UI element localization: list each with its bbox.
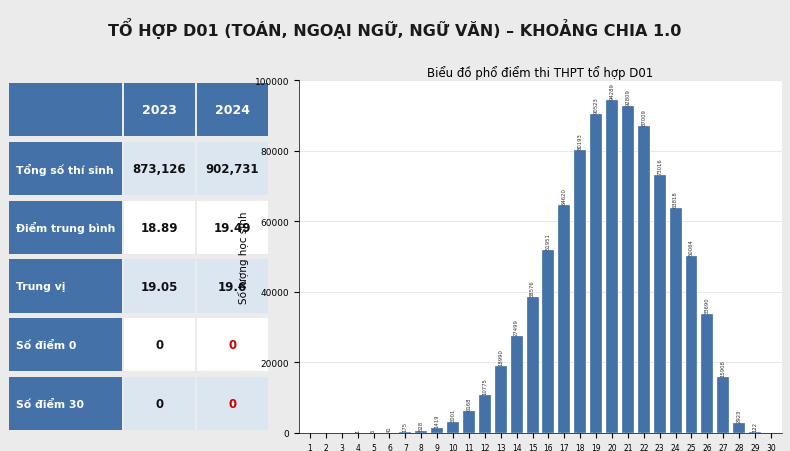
- FancyBboxPatch shape: [9, 260, 122, 313]
- Bar: [495, 366, 506, 433]
- Text: 19.49: 19.49: [214, 221, 251, 234]
- Bar: [559, 206, 570, 433]
- Bar: [717, 377, 729, 433]
- Text: 64620: 64620: [562, 188, 567, 205]
- FancyBboxPatch shape: [9, 377, 122, 430]
- Text: 873,126: 873,126: [133, 163, 186, 175]
- Text: 2923: 2923: [737, 408, 742, 422]
- Bar: [638, 127, 649, 433]
- Text: TỔ HỢP D01 (TOÁN, NGOẠI NGỮ, NGỮ VĂN) – KHOẢNG CHIA 1.0: TỔ HỢP D01 (TOÁN, NGOẠI NGỮ, NGỮ VĂN) – …: [108, 18, 682, 39]
- Bar: [543, 250, 555, 433]
- Text: 33690: 33690: [705, 297, 710, 313]
- FancyBboxPatch shape: [9, 318, 122, 372]
- Text: 10775: 10775: [483, 377, 487, 394]
- Text: 3001: 3001: [450, 408, 456, 421]
- Bar: [654, 176, 666, 433]
- FancyBboxPatch shape: [198, 143, 268, 196]
- Text: 0: 0: [156, 397, 164, 410]
- Text: 27499: 27499: [514, 318, 519, 335]
- Text: 0: 0: [228, 339, 236, 351]
- Bar: [574, 151, 586, 433]
- Bar: [463, 411, 475, 433]
- Bar: [590, 115, 602, 433]
- Text: 2023: 2023: [142, 104, 177, 117]
- FancyBboxPatch shape: [124, 377, 194, 430]
- FancyBboxPatch shape: [124, 260, 194, 313]
- Text: 6: 6: [371, 428, 376, 432]
- Bar: [431, 428, 443, 433]
- Bar: [670, 208, 682, 433]
- Text: Điểm trung bình: Điểm trung bình: [16, 222, 115, 234]
- Bar: [479, 395, 491, 433]
- Text: 18990: 18990: [498, 348, 503, 365]
- Text: 0: 0: [156, 339, 164, 351]
- Text: Trung vị: Trung vị: [16, 281, 65, 291]
- Text: 19.6: 19.6: [218, 280, 247, 293]
- FancyBboxPatch shape: [124, 318, 194, 372]
- Bar: [622, 106, 634, 433]
- Bar: [416, 431, 427, 433]
- Bar: [702, 314, 713, 433]
- Text: 1: 1: [356, 428, 360, 432]
- FancyBboxPatch shape: [9, 143, 122, 196]
- Text: Số điểm 0: Số điểm 0: [16, 340, 76, 350]
- Text: 87009: 87009: [641, 109, 646, 126]
- FancyBboxPatch shape: [198, 84, 268, 137]
- Text: 94289: 94289: [610, 83, 615, 100]
- Text: 528: 528: [419, 420, 423, 430]
- FancyBboxPatch shape: [198, 377, 268, 430]
- Text: 6168: 6168: [466, 397, 472, 410]
- Text: Tổng số thí sinh: Tổng số thí sinh: [16, 163, 114, 175]
- FancyBboxPatch shape: [9, 84, 122, 137]
- Text: 1419: 1419: [435, 414, 440, 427]
- Text: 0: 0: [228, 397, 236, 410]
- Text: 902,731: 902,731: [205, 163, 259, 175]
- Bar: [686, 257, 698, 433]
- Text: 50064: 50064: [689, 239, 694, 256]
- Text: Số điểm 30: Số điểm 30: [16, 399, 84, 409]
- FancyBboxPatch shape: [198, 318, 268, 372]
- FancyBboxPatch shape: [198, 260, 268, 313]
- Text: 73016: 73016: [657, 158, 662, 175]
- Text: 51951: 51951: [546, 232, 551, 249]
- Text: 63818: 63818: [673, 191, 678, 207]
- Text: 80193: 80193: [577, 133, 583, 150]
- FancyBboxPatch shape: [124, 201, 194, 254]
- Text: 15908: 15908: [720, 359, 726, 376]
- Bar: [510, 336, 523, 433]
- Bar: [733, 423, 745, 433]
- Text: 122: 122: [753, 421, 758, 432]
- FancyBboxPatch shape: [124, 84, 194, 137]
- Text: 19.05: 19.05: [141, 280, 178, 293]
- Text: 175: 175: [403, 421, 408, 431]
- FancyBboxPatch shape: [9, 201, 122, 254]
- Text: 92809: 92809: [626, 88, 630, 106]
- FancyBboxPatch shape: [124, 143, 194, 196]
- Bar: [527, 297, 539, 433]
- Text: 18.89: 18.89: [141, 221, 179, 234]
- Bar: [447, 423, 459, 433]
- Text: 90523: 90523: [593, 97, 599, 114]
- Text: 2024: 2024: [215, 104, 250, 117]
- Bar: [606, 101, 618, 433]
- Text: 38576: 38576: [530, 280, 535, 296]
- Y-axis label: Số lượng học sinh: Số lượng học sinh: [238, 211, 249, 303]
- FancyBboxPatch shape: [198, 201, 268, 254]
- Text: 41: 41: [387, 425, 392, 432]
- Title: Biểu đồ phổ điểm thi THPT tổ hợp D01: Biểu đồ phổ điểm thi THPT tổ hợp D01: [427, 66, 653, 80]
